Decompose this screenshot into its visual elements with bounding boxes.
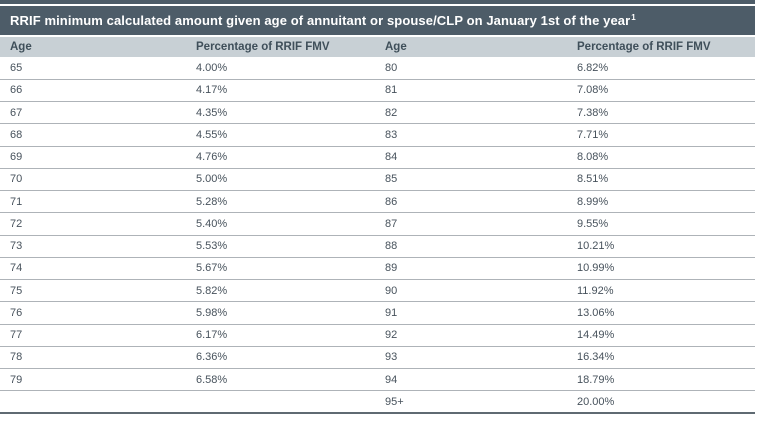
table-body: 65 4.00% 80 6.82% 66 4.17% 81 7.08% 67 4.35% 82 7.3…	[0, 57, 755, 415]
percentage-cell: 14.49%	[567, 324, 755, 347]
age-cell: 68	[0, 123, 186, 147]
age-cell: 88	[375, 235, 567, 258]
table-row: 71 5.28% 86 8.99%	[0, 190, 755, 214]
age-cell: 78	[0, 346, 186, 370]
age-cell: 84	[375, 146, 567, 169]
table-header-row: Age Percentage of RRIF FMV Age Percentag…	[0, 37, 755, 57]
age-cell: 69	[0, 146, 186, 169]
percentage-cell: 20.00%	[567, 390, 755, 415]
percentage-cell: 4.00%	[186, 57, 375, 80]
age-cell: 91	[375, 301, 567, 325]
age-cell: 77	[0, 324, 186, 347]
percentage-cell: 5.28%	[186, 190, 375, 214]
age-cell: 73	[0, 235, 186, 258]
col-header-age-right: Age	[375, 37, 567, 57]
percentage-cell: 4.76%	[186, 146, 375, 169]
percentage-cell: 5.82%	[186, 279, 375, 303]
table-row: 73 5.53% 88 10.21%	[0, 235, 755, 258]
percentage-cell: 8.08%	[567, 146, 755, 169]
percentage-cell: 4.17%	[186, 79, 375, 103]
percentage-cell: 5.67%	[186, 257, 375, 281]
percentage-cell: 7.08%	[567, 79, 755, 103]
age-cell: 65	[0, 57, 186, 80]
table-row: 95+ 20.00%	[0, 390, 755, 415]
col-header-age-left: Age	[0, 37, 186, 57]
age-cell: 81	[375, 79, 567, 103]
age-cell: 92	[375, 324, 567, 347]
col-header-percentage-right: Percentage of RRIF FMV	[567, 37, 755, 57]
percentage-cell: 5.98%	[186, 301, 375, 325]
age-cell: 70	[0, 168, 186, 192]
percentage-cell: 18.79%	[567, 368, 755, 392]
percentage-cell: 9.55%	[567, 212, 755, 236]
table-row: 65 4.00% 80 6.82%	[0, 57, 755, 80]
age-cell: 82	[375, 101, 567, 125]
age-cell: 66	[0, 79, 186, 103]
table-row: 66 4.17% 81 7.08%	[0, 79, 755, 103]
age-cell: 86	[375, 190, 567, 214]
percentage-cell: 5.40%	[186, 212, 375, 236]
age-cell: 90	[375, 279, 567, 303]
age-cell: 75	[0, 279, 186, 303]
age-cell: 85	[375, 168, 567, 192]
percentage-cell: 4.35%	[186, 101, 375, 125]
table-row: 79 6.58% 94 18.79%	[0, 368, 755, 392]
table-row: 67 4.35% 82 7.38%	[0, 101, 755, 125]
percentage-cell: 6.82%	[567, 57, 755, 80]
age-cell: 76	[0, 301, 186, 325]
age-cell: 83	[375, 123, 567, 147]
percentage-cell: 7.71%	[567, 123, 755, 147]
table-row: 77 6.17% 92 14.49%	[0, 324, 755, 347]
age-cell: 89	[375, 257, 567, 281]
percentage-cell: 8.99%	[567, 190, 755, 214]
table-row: 69 4.76% 84 8.08%	[0, 146, 755, 169]
table-row: 75 5.82% 90 11.92%	[0, 279, 755, 303]
table-row: 76 5.98% 91 13.06%	[0, 301, 755, 325]
table-title: RRIF minimum calculated amount given age…	[10, 13, 631, 28]
table-row: 72 5.40% 87 9.55%	[0, 212, 755, 236]
age-cell: 71	[0, 190, 186, 214]
percentage-cell: 5.00%	[186, 168, 375, 192]
rrif-minimum-table: RRIF minimum calculated amount given age…	[0, 0, 755, 415]
percentage-cell: 10.99%	[567, 257, 755, 281]
percentage-cell: 5.53%	[186, 235, 375, 258]
table-row: 68 4.55% 83 7.71%	[0, 123, 755, 147]
percentage-cell: 6.17%	[186, 324, 375, 347]
percentage-cell: 13.06%	[567, 301, 755, 325]
age-cell: 79	[0, 368, 186, 392]
col-header-percentage-left: Percentage of RRIF FMV	[186, 37, 375, 57]
percentage-cell: 4.55%	[186, 123, 375, 147]
percentage-cell: 10.21%	[567, 235, 755, 258]
age-cell: 74	[0, 257, 186, 281]
percentage-cell	[186, 390, 375, 415]
percentage-cell: 11.92%	[567, 279, 755, 303]
age-cell: 93	[375, 346, 567, 370]
percentage-cell: 6.36%	[186, 346, 375, 370]
table-row: 78 6.36% 93 16.34%	[0, 346, 755, 370]
percentage-cell: 16.34%	[567, 346, 755, 370]
table-row: 70 5.00% 85 8.51%	[0, 168, 755, 192]
age-cell: 87	[375, 212, 567, 236]
age-cell	[0, 390, 186, 415]
age-cell: 72	[0, 212, 186, 236]
table-row: 74 5.67% 89 10.99%	[0, 257, 755, 281]
percentage-cell: 8.51%	[567, 168, 755, 192]
age-cell: 94	[375, 368, 567, 392]
age-cell: 80	[375, 57, 567, 80]
rrif-data-table: Age Percentage of RRIF FMV Age Percentag…	[0, 37, 755, 415]
age-cell: 67	[0, 101, 186, 125]
table-title-bar: RRIF minimum calculated amount given age…	[0, 6, 755, 35]
age-cell: 95+	[375, 390, 567, 415]
top-strip	[0, 0, 755, 4]
percentage-cell: 7.38%	[567, 101, 755, 125]
percentage-cell: 6.58%	[186, 368, 375, 392]
